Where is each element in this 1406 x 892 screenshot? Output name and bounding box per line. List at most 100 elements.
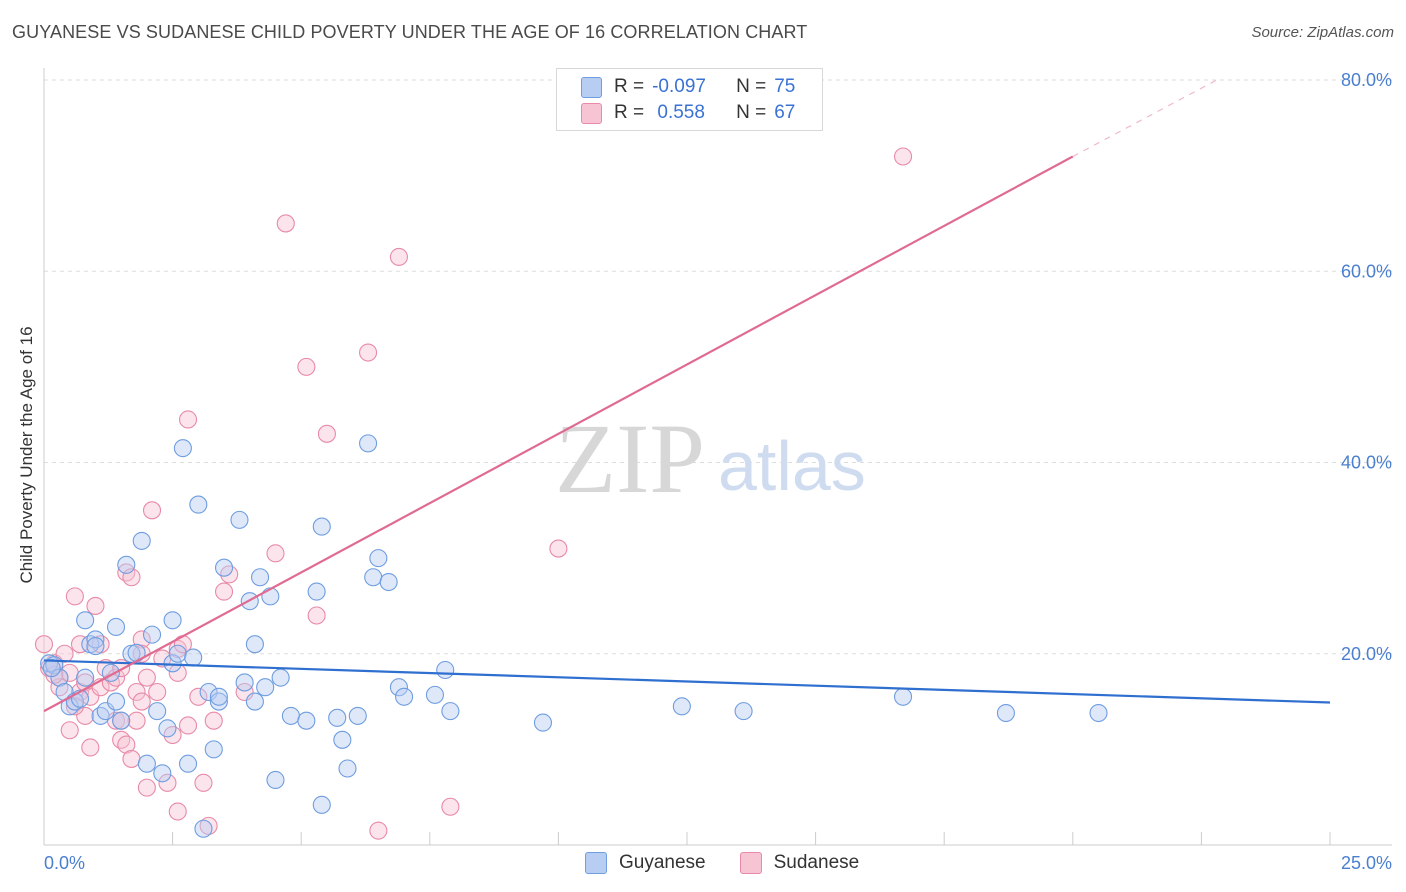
guyanese-point-43 — [245, 635, 264, 654]
trend-line-guyanese — [43, 659, 1331, 704]
watermark-atlas: atlas — [718, 427, 866, 505]
guyanese-point-24 — [148, 702, 167, 721]
guyanese-point-10 — [86, 630, 105, 649]
guyanese-point-72 — [996, 703, 1015, 723]
sudanese-point-53 — [297, 357, 316, 376]
guyanese-point-44 — [245, 692, 264, 711]
guyanese-point-34 — [194, 819, 213, 838]
sudanese-point-55 — [317, 424, 336, 443]
sudanese-point-46 — [199, 816, 218, 835]
sudanese-point-51 — [266, 544, 285, 563]
sudanese-point-33 — [137, 668, 156, 687]
sudanese-point-40 — [168, 802, 187, 821]
guyanese-point-40 — [230, 510, 249, 529]
chart-title: GUYANESE VS SUDANESE CHILD POVERTY UNDER… — [12, 22, 808, 42]
guyanese-point-74 — [42, 659, 61, 678]
sudanese-point-32 — [137, 778, 156, 797]
x-tick-label-0: 0.0% — [44, 853, 85, 873]
guyanese-point-59 — [359, 434, 378, 453]
sudanese-point-29 — [127, 711, 146, 730]
bottom-legend: Guyanese Sudanese — [585, 852, 893, 874]
trend-lines — [43, 79, 1331, 713]
y-tick-label-1: 40.0% — [1341, 453, 1392, 473]
gridlines — [43, 68, 1392, 846]
legend-n-label: N = — [736, 102, 767, 123]
guyanese-point-58 — [348, 706, 367, 725]
watermark-zip: ZIP — [555, 403, 705, 514]
guyanese-point-11 — [86, 637, 105, 656]
guyanese-point-30 — [173, 439, 192, 458]
guyanese-point-33 — [189, 495, 208, 514]
sudanese-point-24 — [117, 735, 136, 754]
guyanese-point-31 — [178, 754, 198, 773]
guyanese-point-25 — [153, 764, 172, 783]
bottom-legend-swatch-guyanese — [585, 852, 607, 874]
guyanese-point-7 — [76, 668, 95, 687]
guyanese-point-26 — [158, 719, 177, 738]
guyanese-point-49 — [271, 668, 290, 687]
guyanese-point-50 — [281, 706, 300, 725]
guyanese-point-23 — [142, 625, 162, 644]
sudanese-point-48 — [214, 582, 234, 601]
guyanese-point-67 — [441, 702, 460, 721]
sudanese-point-0 — [34, 635, 54, 654]
sudanese-point-28 — [127, 682, 146, 702]
sudanese-point-43 — [178, 716, 198, 735]
series-guyanese-points — [40, 434, 1108, 838]
sudanese-point-45 — [194, 773, 213, 792]
bottom-legend-sudanese: Sudanese — [739, 852, 860, 874]
trend-line-sudanese-extension — [1072, 79, 1218, 158]
y-tick-label-0: 20.0% — [1341, 644, 1392, 664]
sudanese-point-15 — [86, 596, 105, 615]
axis-ticks: 20.0% 40.0% 60.0% 80.0% 0.0% 25.0% — [44, 70, 1392, 873]
bottom-legend-label-sudanese: Sudanese — [773, 852, 860, 873]
guyanese-point-18 — [117, 555, 136, 574]
source-label: Source: ZipAtlas.com — [1251, 24, 1394, 41]
guyanese-point-16 — [106, 617, 126, 637]
sudanese-point-47 — [204, 711, 223, 730]
guyanese-point-36 — [204, 740, 223, 759]
guyanese-point-55 — [328, 708, 347, 727]
guyanese-point-61 — [369, 549, 388, 568]
guyanese-point-51 — [297, 711, 316, 730]
guyanese-point-54 — [312, 795, 331, 814]
sudanese-point-44 — [189, 687, 208, 706]
sudanese-point-5 — [55, 644, 74, 663]
legend: R = -0.097 N = 75 R = 0.558 N = 67 — [556, 68, 823, 131]
guyanese-point-53 — [312, 517, 331, 536]
legend-n-label: N = — [736, 76, 767, 97]
guyanese-point-17 — [112, 711, 131, 730]
sudanese-point-65 — [132, 692, 151, 711]
guyanese-point-68 — [533, 713, 553, 732]
guyanese-point-62 — [379, 572, 398, 592]
legend-row-sudanese: R = 0.558 N = 67 — [581, 100, 795, 126]
guyanese-point-71 — [893, 687, 913, 706]
guyanese-point-64 — [395, 687, 414, 706]
bottom-legend-swatch-sudanese — [739, 852, 762, 874]
sudanese-point-34 — [142, 501, 162, 520]
guyanese-point-37 — [209, 692, 228, 711]
legend-r-value-sudanese: 0.558 — [652, 102, 705, 123]
sudanese-point-37 — [158, 773, 177, 792]
guyanese-point-29 — [163, 611, 182, 630]
sudanese-point-7 — [60, 721, 79, 740]
sudanese-point-39 — [168, 639, 187, 659]
legend-swatch-guyanese — [581, 76, 602, 98]
legend-row-guyanese: R = -0.097 N = 75 — [581, 74, 795, 100]
guyanese-point-2 — [50, 668, 69, 687]
guyanese-point-15 — [106, 692, 126, 711]
x-tick-label-1: 25.0% — [1341, 853, 1392, 873]
sudanese-point-54 — [307, 606, 326, 625]
guyanese-point-73 — [1089, 703, 1108, 723]
guyanese-point-48 — [266, 770, 285, 790]
sudanese-point-42 — [178, 410, 198, 429]
guyanese-point-46 — [256, 678, 275, 697]
sudanese-point-56 — [359, 343, 378, 362]
guyanese-point-32 — [184, 648, 203, 667]
guyanese-point-12 — [91, 706, 110, 725]
sudanese-point-26 — [117, 563, 136, 582]
bottom-legend-label-guyanese: Guyanese — [619, 852, 706, 873]
sudanese-point-30 — [132, 630, 151, 649]
sudanese-point-25 — [122, 749, 141, 768]
